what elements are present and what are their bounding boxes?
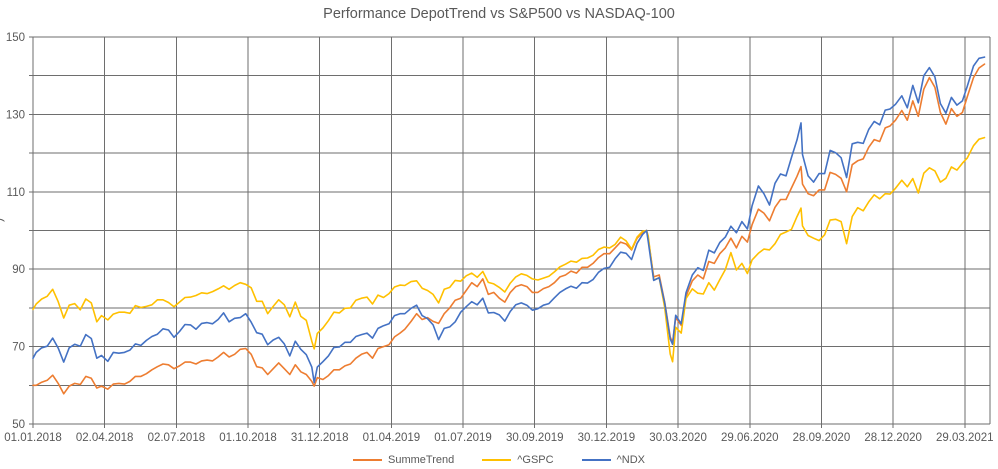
y-tick-label: 110 bbox=[7, 187, 25, 199]
legend-label: SummeTrend bbox=[388, 454, 455, 466]
chart-legend: SummeTrend ^GSPC ^NDX bbox=[0, 454, 998, 466]
y-tick-label: 50 bbox=[12, 419, 25, 431]
legend-line-swatch-gold bbox=[482, 459, 512, 461]
x-tick-label: 01.01.2018 bbox=[4, 432, 62, 444]
series-line-gspc bbox=[32, 136, 986, 363]
x-tick-label: 01.07.2019 bbox=[434, 432, 492, 444]
legend-line-swatch-blue bbox=[581, 459, 611, 461]
x-tick-label: 29.03.2021 bbox=[936, 432, 994, 444]
x-tick-label: 28.12.2020 bbox=[864, 432, 922, 444]
y-tick-label: 150 bbox=[6, 32, 25, 44]
x-tick-label: 30.12.2019 bbox=[578, 432, 636, 444]
y-tick-label: 130 bbox=[6, 109, 25, 121]
x-tick-label: 30.09.2019 bbox=[506, 432, 564, 444]
legend-label: ^NDX bbox=[616, 454, 645, 466]
chart-title: Performance DepotTrend vs S&P500 vs NASD… bbox=[323, 6, 675, 22]
x-tick-label: 01.10.2018 bbox=[219, 432, 277, 444]
x-tick-label: 02.04.2018 bbox=[76, 432, 134, 444]
series-line-ndx bbox=[32, 56, 986, 384]
legend-item-ndx: ^NDX bbox=[581, 454, 645, 466]
legend-item-gspc: ^GSPC bbox=[482, 454, 554, 466]
legend-label: ^GSPC bbox=[517, 454, 554, 466]
x-tick-label: 02.07.2018 bbox=[148, 432, 206, 444]
y-tick-label: 70 bbox=[12, 342, 25, 354]
legend-line-swatch-orange bbox=[353, 459, 383, 461]
x-tick-label: 31.12.2018 bbox=[291, 432, 349, 444]
legend-item-summetrend: SummeTrend bbox=[353, 454, 454, 466]
x-tick-label: 30.03.2020 bbox=[649, 432, 707, 444]
x-tick-label: 01.04.2019 bbox=[363, 432, 421, 444]
series-line-summetrend bbox=[32, 63, 986, 395]
x-tick-label: 29.06.2020 bbox=[721, 432, 779, 444]
y-tick-label: 90 bbox=[12, 264, 25, 276]
x-tick-label: 28.09.2020 bbox=[793, 432, 851, 444]
